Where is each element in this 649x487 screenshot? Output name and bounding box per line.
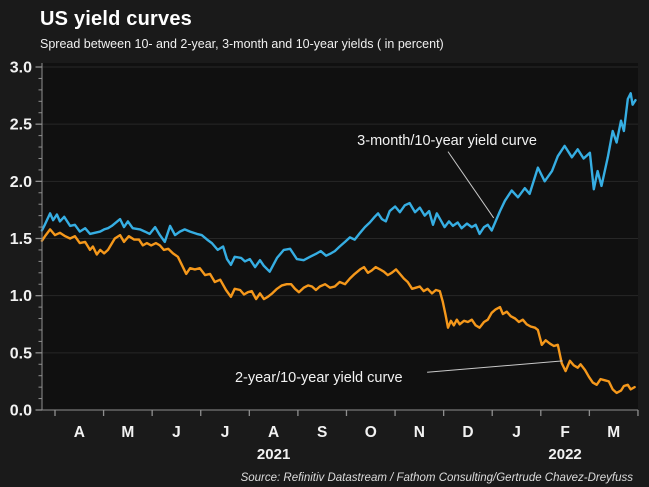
annotation-leader-line bbox=[447, 151, 495, 219]
year-labels: 2021 2022 bbox=[257, 446, 582, 463]
year-label: 2021 bbox=[257, 446, 290, 463]
orange-series-line bbox=[40, 228, 636, 395]
month-label: S bbox=[317, 424, 327, 441]
annotation-leader-line bbox=[427, 360, 563, 373]
annotation-label: 2-year/10-year yield curve bbox=[235, 370, 403, 386]
y-tick-label: 3.0 bbox=[10, 60, 32, 77]
month-label: A bbox=[74, 424, 85, 441]
month-label: A bbox=[268, 424, 279, 441]
plot-background bbox=[42, 63, 638, 410]
y-tick-label: 1.5 bbox=[10, 231, 32, 248]
month-label: M bbox=[607, 424, 620, 441]
blue-series-line bbox=[40, 92, 637, 273]
y-tick-label: 1.0 bbox=[10, 288, 32, 305]
month-label: D bbox=[462, 424, 473, 441]
month-label: F bbox=[560, 424, 569, 441]
month-label: N bbox=[414, 424, 425, 441]
month-label: J bbox=[512, 424, 521, 441]
x-axis-ticks bbox=[54, 410, 639, 416]
chart-title: US yield curves bbox=[40, 8, 192, 30]
curve-annotations: 3-month/10-year yield curve 2-year/10-yea… bbox=[235, 133, 563, 386]
y-axis-ticks bbox=[35, 66, 42, 411]
annotation-label: 3-month/10-year yield curve bbox=[357, 133, 537, 149]
gridlines bbox=[42, 66, 638, 354]
y-tick-label: 0.0 bbox=[10, 403, 32, 420]
y-tick-label: 0.5 bbox=[10, 345, 32, 362]
month-label: O bbox=[365, 424, 377, 441]
curves bbox=[40, 92, 637, 395]
y-axis-labels: 0.0 0.5 1.0 1.5 2.0 2.5 3.0 bbox=[10, 60, 32, 420]
month-label: J bbox=[221, 424, 230, 441]
y-tick-label: 2.0 bbox=[10, 174, 32, 191]
source-credit: Source: Refinitiv Datastream / Fathom Co… bbox=[240, 472, 633, 484]
month-label: J bbox=[172, 424, 181, 441]
y-tick-label: 2.5 bbox=[10, 117, 32, 134]
year-label: 2022 bbox=[548, 446, 581, 463]
month-label: M bbox=[121, 424, 134, 441]
chart-subtitle: Spread between 10- and 2-year, 3-month a… bbox=[40, 37, 444, 51]
